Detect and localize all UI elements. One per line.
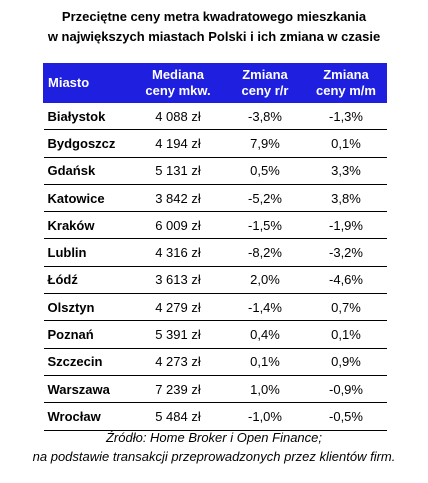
chart-title-line-1: Przeciętne ceny metra kwadratowego miesz… <box>61 9 367 24</box>
header-median-line-1: Mediana <box>151 67 204 82</box>
source-line-1: Źródło: Home Broker i Open Finance; <box>105 430 323 445</box>
header-city-label: Miasto <box>48 75 90 90</box>
city-cell: Kraków <box>43 211 132 240</box>
header-mom-line-2: ceny m/m <box>316 83 376 98</box>
change-yoy-cell: 0,4% <box>224 320 306 349</box>
table-row: Szczecin 4 273 zł 0,1% 0,9% <box>43 348 387 376</box>
change-mom-cell: -0,9% <box>305 375 387 404</box>
city-cell: Białystok <box>43 102 132 131</box>
city-cell: Gdańsk <box>43 157 132 185</box>
change-mom-cell: 0,7% <box>305 293 387 322</box>
change-yoy-cell: -1,0% <box>224 402 306 431</box>
source-line-2: na podstawie transakcji przeprowadzonych… <box>32 449 396 464</box>
table-row: Katowice 3 842 zł -5,2% 3,8% <box>43 184 387 213</box>
header-row: Miasto Mediana ceny mkw. Zmiana ceny r/r… <box>43 63 387 103</box>
header-change-mom: Zmiana ceny m/m <box>305 63 387 103</box>
city-cell: Łódź <box>43 266 132 295</box>
change-yoy-cell: 0,1% <box>224 348 306 376</box>
change-yoy-cell: -5,2% <box>224 184 306 213</box>
city-cell: Lublin <box>43 238 132 267</box>
median-price-cell: 3 842 zł <box>131 184 225 213</box>
city-cell: Poznań <box>43 320 132 349</box>
city-cell: Wrocław <box>43 402 132 431</box>
median-price-cell: 4 088 zł <box>131 102 225 131</box>
header-median-price: Mediana ceny mkw. <box>131 63 225 103</box>
table-row: Białystok 4 088 zł -3,8% -1,3% <box>43 102 387 131</box>
table-row: Warszawa 7 239 zł 1,0% -0,9% <box>43 375 387 404</box>
median-price-cell: 6 009 zł <box>131 211 225 240</box>
change-mom-cell: -1,3% <box>305 102 387 131</box>
change-mom-cell: -3,2% <box>305 238 387 267</box>
header-yoy-line-2: ceny r/r <box>241 83 289 98</box>
change-yoy-cell: -1,5% <box>224 211 306 240</box>
table-row: Gdańsk 5 131 zł 0,5% 3,3% <box>43 157 387 185</box>
change-mom-cell: -1,9% <box>305 211 387 240</box>
city-cell: Katowice <box>43 184 132 213</box>
header-yoy-line-1: Zmiana <box>242 67 288 82</box>
change-yoy-cell: -1,4% <box>224 293 306 322</box>
header-change-yoy: Zmiana ceny r/r <box>224 63 306 103</box>
change-yoy-cell: -3,8% <box>224 102 306 131</box>
median-price-cell: 5 484 zł <box>131 402 225 431</box>
table-row: Olsztyn 4 279 zł -1,4% 0,7% <box>43 293 387 322</box>
median-price-cell: 4 316 zł <box>131 238 225 267</box>
city-cell: Bydgoszcz <box>43 129 132 158</box>
change-mom-cell: 3,8% <box>305 184 387 213</box>
table-row: Łódź 3 613 zł 2,0% -4,6% <box>43 266 387 295</box>
header-median-line-2: ceny mkw. <box>145 83 211 98</box>
city-cell: Szczecin <box>43 348 132 376</box>
median-price-cell: 4 279 zł <box>131 293 225 322</box>
table-row: Lublin 4 316 zł -8,2% -3,2% <box>43 238 387 267</box>
chart-title: Przeciętne ceny metra kwadratowego miesz… <box>0 7 428 47</box>
change-yoy-cell: -8,2% <box>224 238 306 267</box>
chart-title-line-2: w największych miastach Polski i ich zmi… <box>47 29 381 44</box>
header-city: Miasto <box>43 63 132 103</box>
median-price-cell: 5 391 zł <box>131 320 225 349</box>
header-mom-line-1: Zmiana <box>323 67 369 82</box>
price-table: Miasto Mediana ceny mkw. Zmiana ceny r/r… <box>43 63 387 431</box>
change-mom-cell: -4,6% <box>305 266 387 295</box>
change-yoy-cell: 0,5% <box>224 157 306 185</box>
table-row: Bydgoszcz 4 194 zł 7,9% 0,1% <box>43 129 387 158</box>
table-row: Kraków 6 009 zł -1,5% -1,9% <box>43 211 387 240</box>
change-yoy-cell: 7,9% <box>224 129 306 158</box>
median-price-cell: 3 613 zł <box>131 266 225 295</box>
change-mom-cell: 0,1% <box>305 129 387 158</box>
source-note: Źródło: Home Broker i Open Finance; na p… <box>0 428 428 466</box>
table-row: Poznań 5 391 zł 0,4% 0,1% <box>43 320 387 349</box>
median-price-cell: 4 194 zł <box>131 129 225 158</box>
median-price-cell: 7 239 zł <box>131 375 225 404</box>
table-body: Białystok 4 088 zł -3,8% -1,3% Bydgoszcz 4 19… <box>43 102 387 431</box>
change-yoy-cell: 1,0% <box>224 375 306 404</box>
table-row: Wrocław 5 484 zł -1,0% -0,5% <box>43 402 387 431</box>
city-cell: Olsztyn <box>43 293 132 322</box>
city-cell: Warszawa <box>43 375 132 404</box>
change-mom-cell: -0,5% <box>305 402 387 431</box>
median-price-cell: 4 273 zł <box>131 348 225 376</box>
change-mom-cell: 0,1% <box>305 320 387 349</box>
median-price-cell: 5 131 zł <box>131 157 225 185</box>
table-header: Miasto Mediana ceny mkw. Zmiana ceny r/r… <box>43 63 387 103</box>
change-mom-cell: 0,9% <box>305 348 387 376</box>
change-yoy-cell: 2,0% <box>224 266 306 295</box>
change-mom-cell: 3,3% <box>305 157 387 185</box>
